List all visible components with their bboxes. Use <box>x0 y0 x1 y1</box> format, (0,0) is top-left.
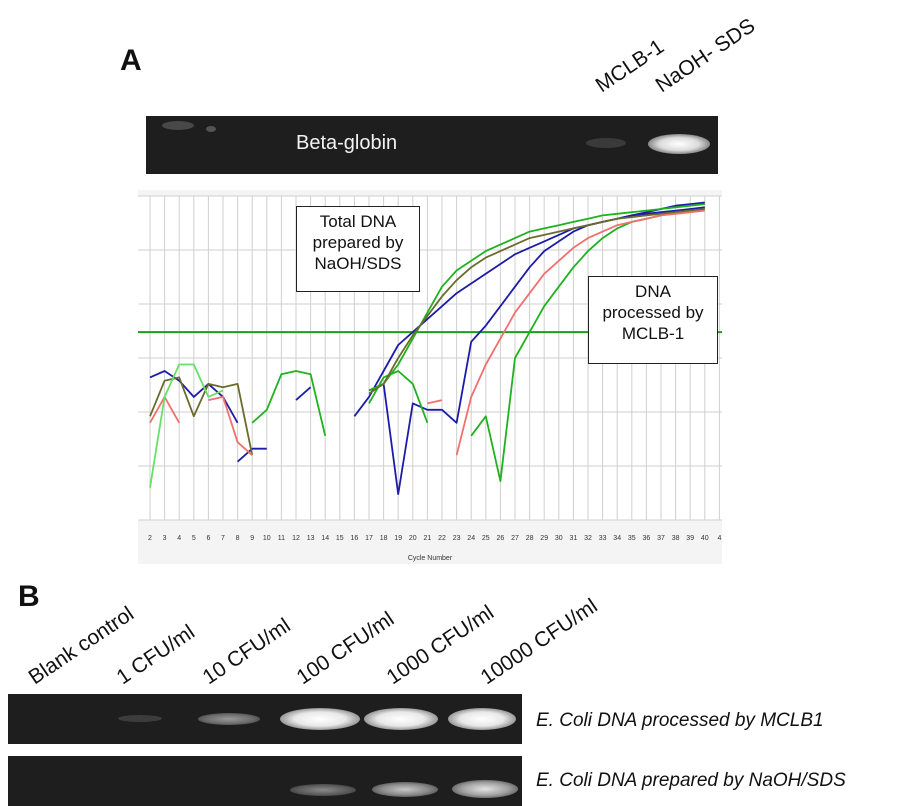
lane-label-10-cfu: 10 CFU/ml <box>198 613 295 690</box>
x-tick-labels: 2 3 4 5 6 7 8 9 10 11 12 13 14 15 16 17 18 19 20 21 22 23 24 25… <box>148 535 721 542</box>
lane-label-1-cfu: 1 CFU/ml <box>112 620 199 690</box>
amplification-curve-9 <box>149 376 254 456</box>
x-tick-label: 5 <box>192 535 196 542</box>
x-tick-label: 35 <box>628 535 636 542</box>
x-tick-label: 13 <box>307 535 315 542</box>
x-tick-label: 6 <box>206 535 210 542</box>
x-tick-label: 3 <box>163 535 167 542</box>
gel-band <box>118 715 162 722</box>
gel-band-faint <box>162 121 194 130</box>
panel-b-label: B <box>18 580 40 613</box>
amplification-curve-15 <box>149 363 224 488</box>
x-tick-label: 36 <box>643 535 651 542</box>
grid-lines <box>138 195 722 521</box>
x-tick-label: 21 <box>424 535 432 542</box>
x-tick-label: 9 <box>250 535 254 542</box>
x-tick-label: 32 <box>584 535 592 542</box>
x-tick-label: 26 <box>497 535 505 542</box>
amplification-curve-14 <box>455 209 705 456</box>
x-tick-label: 20 <box>409 535 417 542</box>
x-tick-label: 30 <box>555 535 563 542</box>
amplification-curves <box>149 201 705 496</box>
x-tick-label: 16 <box>351 535 359 542</box>
qpcr-amplification-chart: 2 3 4 5 6 7 8 9 10 11 12 13 14 15 16 17 18 19 20 21 22 23 24 25… <box>138 190 722 564</box>
x-tick-label: 14 <box>321 535 329 542</box>
naoh-sds-gel-caption: E. Coli DNA prepared by NaOH/SDS <box>536 770 846 791</box>
gel-band-bright <box>648 134 710 154</box>
panel-a-label: A <box>120 44 142 77</box>
gel-band <box>448 708 516 730</box>
x-tick-label: 12 <box>292 535 300 542</box>
beta-globin-gel: Beta-globin <box>146 116 718 174</box>
x-tick-label: 40 <box>701 535 709 542</box>
x-tick-label: 33 <box>599 535 607 542</box>
x-tick-label: 38 <box>672 535 680 542</box>
x-tick-label: 23 <box>453 535 461 542</box>
x-tick-label: 8 <box>236 535 240 542</box>
mclb1-gel <box>8 694 522 744</box>
x-tick-label: 24 <box>467 535 475 542</box>
mclb-annotation: DNA processed by MCLB-1 <box>588 276 718 364</box>
gel-band <box>290 784 356 796</box>
x-tick-label: 10 <box>263 535 271 542</box>
x-tick-label: 2 <box>148 535 152 542</box>
beta-globin-label: Beta-globin <box>296 132 398 154</box>
amplification-curve-4 <box>368 206 705 496</box>
amplification-curve-1 <box>237 447 267 463</box>
x-tick-label: 28 <box>526 535 534 542</box>
x-tick-label: 19 <box>394 535 402 542</box>
amplification-curve-2 <box>295 386 312 401</box>
x-tick-label: 11 <box>278 535 285 542</box>
naoh-sds-annotation: Total DNA prepared by NaOH/SDS <box>296 206 420 292</box>
mclb1-gel-caption: E. Coli DNA processed by MCLB1 <box>536 710 824 731</box>
x-tick-label: 39 <box>686 535 694 542</box>
gel-band <box>364 708 438 730</box>
amplification-curve-3 <box>353 201 705 417</box>
x-tick-label: 7 <box>221 535 225 542</box>
gel-band <box>372 782 438 797</box>
lane-label-10000-cfu: 10000 CFU/ml <box>476 594 602 690</box>
x-tick-label: 37 <box>657 535 665 542</box>
lane-label-mclb1: MCLB-1 <box>591 35 669 98</box>
x-tick-label: 27 <box>511 535 519 542</box>
gel-band <box>198 713 260 725</box>
amplification-curve-10 <box>368 208 705 395</box>
gel-band-faint <box>206 126 216 132</box>
amplification-curve-13 <box>427 399 443 405</box>
x-tick-label: 4 <box>717 535 721 542</box>
amplification-curve-6 <box>368 203 705 392</box>
lane-label-100-cfu: 100 CFU/ml <box>292 607 399 690</box>
amplification-curve-12 <box>208 395 253 456</box>
x-tick-label: 22 <box>438 535 446 542</box>
x-tick-label: 34 <box>613 535 621 542</box>
gel-band <box>452 780 518 798</box>
x-tick-label: 29 <box>540 535 548 542</box>
x-tick-label: 25 <box>482 535 490 542</box>
x-tick-label: 18 <box>380 535 388 542</box>
naoh-sds-gel <box>8 756 522 806</box>
x-tick-label: 4 <box>177 535 181 542</box>
x-tick-label: 15 <box>336 535 344 542</box>
x-axis-title: Cycle Number <box>408 555 453 562</box>
gel-band-faint <box>586 138 626 148</box>
gel-band <box>280 708 360 730</box>
lane-label-naoh-sds: NaOH- SDS <box>651 14 760 98</box>
x-tick-label: 31 <box>570 535 578 542</box>
x-tick-label: 17 <box>365 535 373 542</box>
amplification-curve-5 <box>251 370 327 437</box>
